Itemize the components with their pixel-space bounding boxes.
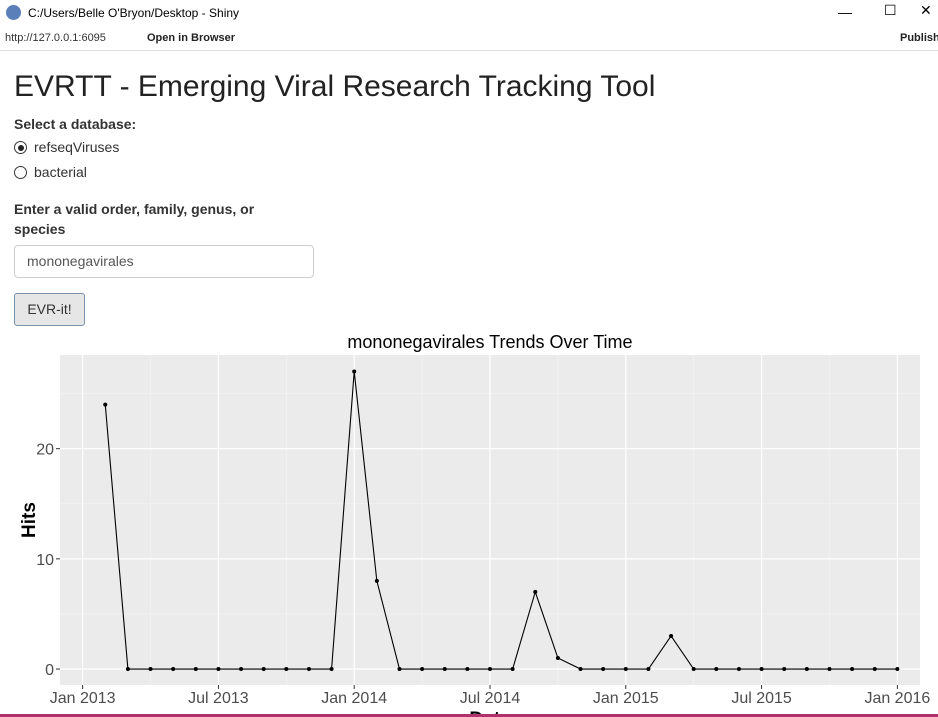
point	[216, 667, 221, 672]
point	[623, 667, 628, 672]
point	[827, 667, 832, 672]
radio-option[interactable]: bacterial	[14, 164, 87, 180]
radio-label: bacterial	[34, 164, 87, 180]
url: http://127.0.0.1:6095	[5, 32, 106, 44]
x-tick-label: Jul 2013	[188, 690, 249, 707]
x-tick-label: Jul 2014	[460, 690, 521, 707]
point	[488, 667, 492, 672]
chart-title: mononegavirales Trends Over Time	[347, 332, 632, 352]
close[interactable]: ✕	[920, 2, 932, 18]
point	[578, 667, 583, 672]
radio-option[interactable]: refseqViruses	[14, 139, 119, 155]
point	[306, 667, 311, 672]
database-label: Select a database:	[14, 116, 137, 132]
line	[104, 371, 898, 670]
point	[872, 667, 877, 672]
taxon-label: Enter a valid order, family, genus, or s…	[14, 201, 255, 237]
point	[148, 667, 153, 672]
point	[397, 667, 402, 672]
point	[239, 667, 244, 672]
point	[669, 633, 674, 638]
point	[646, 667, 651, 672]
publish[interactable]: Publish	[900, 32, 938, 44]
point	[804, 667, 809, 672]
app-title: EVRTT - Emerging Viral Research Tracking…	[14, 70, 656, 103]
point	[103, 402, 108, 407]
chart: mononegavirales Trends Over Time 0 10 20 Ja…	[19, 332, 930, 717]
submit-button[interactable]: EVR-it!	[14, 293, 85, 326]
point	[374, 578, 379, 583]
point	[442, 667, 447, 672]
point	[533, 589, 538, 594]
point	[329, 667, 334, 672]
point	[284, 667, 289, 672]
point	[691, 667, 696, 672]
title-bar: C:/Users/Belle O'Bryon/Desktop - Shiny —…	[0, 0, 938, 26]
point	[261, 667, 266, 672]
y-axis-label: Hits	[19, 502, 40, 538]
point	[782, 667, 787, 672]
point	[850, 667, 855, 672]
radio-dot[interactable]	[14, 141, 27, 154]
point	[125, 667, 130, 672]
maximize[interactable]: ☐	[884, 2, 897, 18]
x-tick-label: Jul 2015	[731, 690, 792, 707]
x-tick-label: Jan 2014	[321, 690, 387, 707]
point	[759, 667, 764, 672]
radio-label: refseqViruses	[34, 139, 120, 155]
taxon-input[interactable]: mononegavirales	[14, 245, 314, 278]
y-tick-label: 0	[45, 662, 54, 679]
point	[895, 667, 900, 672]
point	[510, 667, 515, 672]
y-tick-label: 10	[36, 552, 54, 569]
point	[465, 667, 470, 672]
y-tick-label: 20	[36, 442, 54, 459]
minimize[interactable]: —	[838, 4, 852, 20]
toolbar: http://127.0.0.1:6095 Open in Browser Pu…	[0, 28, 938, 51]
border	[0, 714, 938, 717]
point	[171, 667, 176, 672]
window-title: C:/Users/Belle O'Bryon/Desktop - Shiny	[28, 6, 240, 20]
point	[601, 667, 606, 672]
point	[193, 667, 198, 672]
point	[736, 667, 741, 672]
point	[420, 667, 425, 672]
app-icon	[6, 5, 21, 20]
x-tick-label: Jan 2013	[50, 690, 116, 707]
x-tick-label: Jan 2015	[593, 690, 659, 707]
x-axis-label: Date	[469, 709, 510, 717]
x-tick-label: Jan 2016	[864, 690, 930, 707]
point	[555, 656, 560, 661]
point	[352, 369, 357, 374]
open-in-browser[interactable]: Open in Browser	[147, 32, 236, 44]
point	[714, 667, 719, 672]
radio-dot[interactable]	[14, 166, 27, 179]
